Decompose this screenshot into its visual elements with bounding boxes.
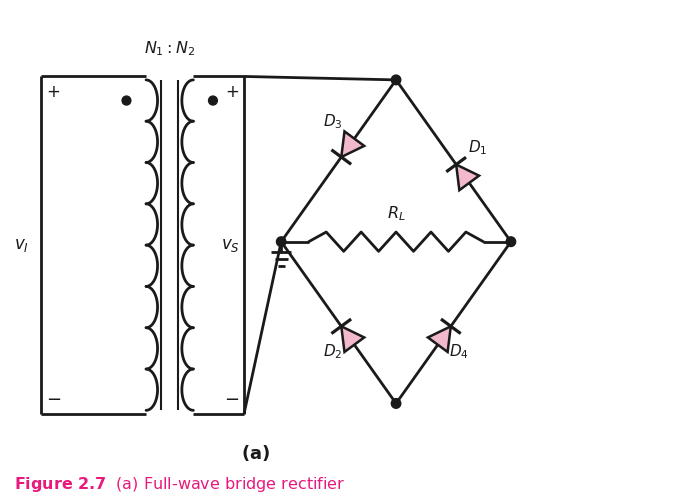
Text: −: − bbox=[224, 391, 239, 409]
Text: $R_L$: $R_L$ bbox=[386, 205, 406, 223]
Circle shape bbox=[391, 399, 401, 408]
Polygon shape bbox=[456, 164, 479, 190]
Circle shape bbox=[209, 96, 218, 105]
Text: $\mathbf{Figure\ 2.7}$  (a) Full-wave bridge rectifier: $\mathbf{Figure\ 2.7}$ (a) Full-wave bri… bbox=[14, 475, 345, 494]
Polygon shape bbox=[341, 132, 364, 157]
Circle shape bbox=[122, 96, 131, 105]
Text: $v_S$: $v_S$ bbox=[221, 236, 240, 254]
Polygon shape bbox=[341, 326, 364, 352]
Text: $\mathbf{(a)}$: $\mathbf{(a)}$ bbox=[241, 443, 270, 463]
Text: $N_1 : N_2$: $N_1 : N_2$ bbox=[144, 40, 195, 58]
Text: $D_4$: $D_4$ bbox=[449, 342, 469, 361]
Text: $D_3$: $D_3$ bbox=[323, 112, 343, 131]
Text: +: + bbox=[47, 83, 60, 101]
Polygon shape bbox=[428, 326, 451, 352]
Text: $D_1$: $D_1$ bbox=[468, 138, 487, 157]
Text: $v_I$: $v_I$ bbox=[14, 236, 29, 254]
Circle shape bbox=[276, 237, 286, 246]
Text: −: − bbox=[46, 391, 61, 409]
Text: $D_2$: $D_2$ bbox=[324, 342, 343, 361]
Text: +: + bbox=[225, 83, 239, 101]
Circle shape bbox=[506, 237, 516, 246]
Circle shape bbox=[391, 75, 401, 85]
